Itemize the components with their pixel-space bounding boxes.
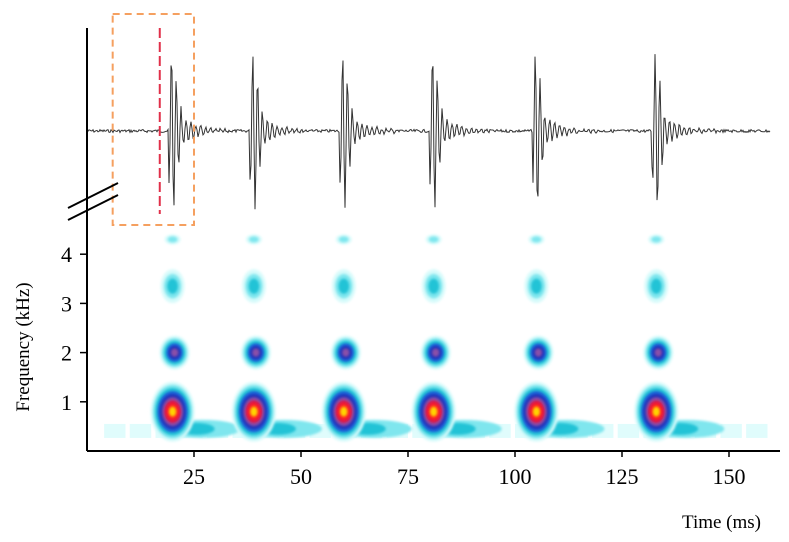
waveform-path [86,54,771,210]
spectrogram-blob [250,406,258,417]
x-tick-label: 125 [606,464,639,489]
spectrogram-heatmap [104,234,768,442]
spectrogram-blob [654,348,662,357]
axis-break-mark-1 [67,182,119,209]
spectrogram-blob [342,348,350,357]
spectrogram-blob [534,348,543,357]
spectrogram-blob [340,406,348,417]
noise-band [746,423,768,438]
spectrogram-blob [168,406,177,417]
y-tick-label: 4 [61,242,72,267]
spectrogram-blob [652,406,660,417]
x-tick-label: 50 [290,464,312,489]
spectrogram-blob [252,348,260,357]
noise-band [129,423,152,438]
y-tick-label: 3 [61,291,72,316]
highlight-box [111,13,195,226]
x-tick-label: 150 [713,464,746,489]
spectrogram-blob [338,236,349,243]
spectrogram-blob [167,236,178,243]
x-tick-label: 25 [183,464,205,489]
spectrogram-blob [531,278,542,294]
y-axis-title: Frequency (kHz) [13,282,34,411]
noise-band [720,423,742,438]
spectrogram-blob [650,278,662,294]
spectrogram-blob [338,278,350,294]
spectrogram-blob [432,348,440,357]
x-axis-title: Time (ms) [682,512,761,533]
x-tick-label: 100 [499,464,532,489]
x-tick-label: 75 [397,464,419,489]
axis-break-mark-2 [67,194,119,221]
waveform-trace [86,13,771,226]
ticks: 25 50 75 100 125 150 1 2 3 4 [61,242,746,489]
spectrogram-blob [532,406,541,417]
spectrogram-blob [428,278,440,294]
noise-band [617,423,640,438]
spectrogram-blob [248,236,259,243]
spectrogram-blob [651,236,662,243]
y-tick-label: 1 [61,390,72,415]
axes [67,28,780,452]
spectrogram-blob [531,236,542,243]
spectrogram-blob [430,406,438,417]
spectrogram-blob [167,278,178,294]
spectrogram-blob [170,348,179,357]
noise-band [104,423,126,438]
spectrogram-blob [248,278,260,294]
y-tick-label: 2 [61,341,72,366]
spectrogram-blob [428,236,439,243]
